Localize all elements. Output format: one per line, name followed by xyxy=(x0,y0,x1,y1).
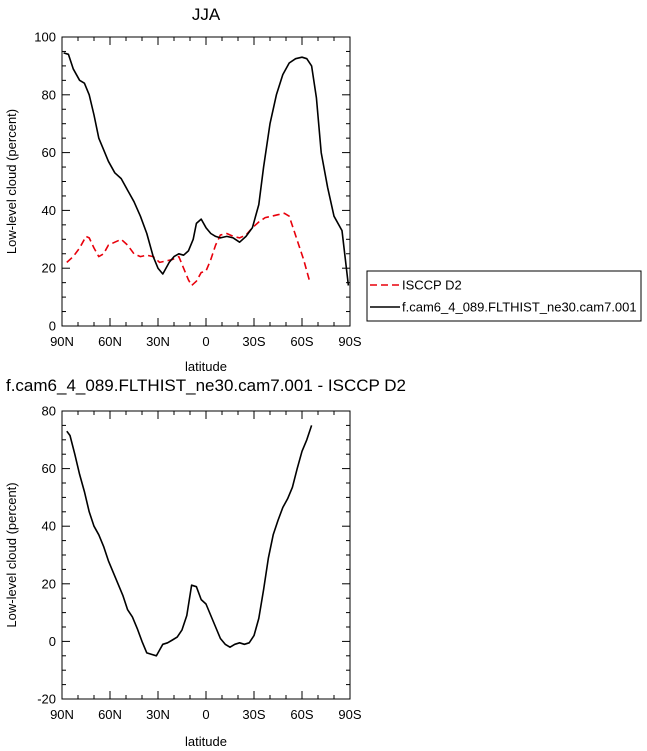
y-tick-label: -20 xyxy=(37,692,56,707)
y-axis-label: Low-level cloud (percent) xyxy=(4,482,19,627)
y-axis-label: Low-level cloud (percent) xyxy=(4,109,19,254)
series-line-0 xyxy=(66,425,313,657)
x-tick-label: 90N xyxy=(50,707,74,722)
x-tick-label: 30N xyxy=(146,334,170,349)
plot-frame xyxy=(61,410,351,700)
x-tick-label: 90N xyxy=(50,334,74,349)
y-tick-label: 20 xyxy=(42,261,56,276)
x-tick-label: 90S xyxy=(338,707,361,722)
y-tick-label: 20 xyxy=(42,576,56,591)
y-tick-label: 0 xyxy=(49,634,56,649)
y-tick-label: 40 xyxy=(42,203,56,218)
y-tick-label: 60 xyxy=(42,145,56,160)
legend-box xyxy=(366,270,642,322)
x-tick-label: 30S xyxy=(242,334,265,349)
x-tick-label: 30N xyxy=(146,707,170,722)
y-tick-label: 0 xyxy=(49,319,56,334)
top-panel: JJA 0 20 40 60 80 100 90N 60N 30N 0 30S 60S 90S latitu… xyxy=(4,5,362,374)
x-tick-label: 0 xyxy=(202,707,209,722)
plot-frame xyxy=(61,36,351,327)
y-tick-label: 60 xyxy=(42,461,56,476)
x-axis-label: latitude xyxy=(185,734,227,749)
x-tick-label: 60S xyxy=(290,334,313,349)
chart-title: f.cam6_4_089.FLTHIST_ne30.cam7.001 - ISC… xyxy=(6,376,406,395)
x-tick-label: 60N xyxy=(98,707,122,722)
y-tick-label: 80 xyxy=(42,87,56,102)
x-tick-label: 30S xyxy=(242,707,265,722)
x-tick-label: 60N xyxy=(98,334,122,349)
x-axis-label: latitude xyxy=(185,359,227,374)
y-tick-label: 100 xyxy=(34,30,56,45)
legend-entry-0: ISCCP D2 xyxy=(402,278,462,293)
x-tick-label: 90S xyxy=(338,334,361,349)
chart-title: JJA xyxy=(192,5,221,24)
x-tick-label: 0 xyxy=(202,334,209,349)
bottom-panel: f.cam6_4_089.FLTHIST_ne30.cam7.001 - ISC… xyxy=(4,376,406,749)
x-tick-label: 60S xyxy=(290,707,313,722)
series-line-1 xyxy=(63,52,350,286)
y-tick-label: 80 xyxy=(42,404,56,419)
legend-entry-1: f.cam6_4_089.FLTHIST_ne30.cam7.001 xyxy=(402,300,637,315)
legend: ISCCP D2 f.cam6_4_089.FLTHIST_ne30.cam7.0… xyxy=(366,270,642,322)
y-tick-label: 40 xyxy=(42,519,56,534)
